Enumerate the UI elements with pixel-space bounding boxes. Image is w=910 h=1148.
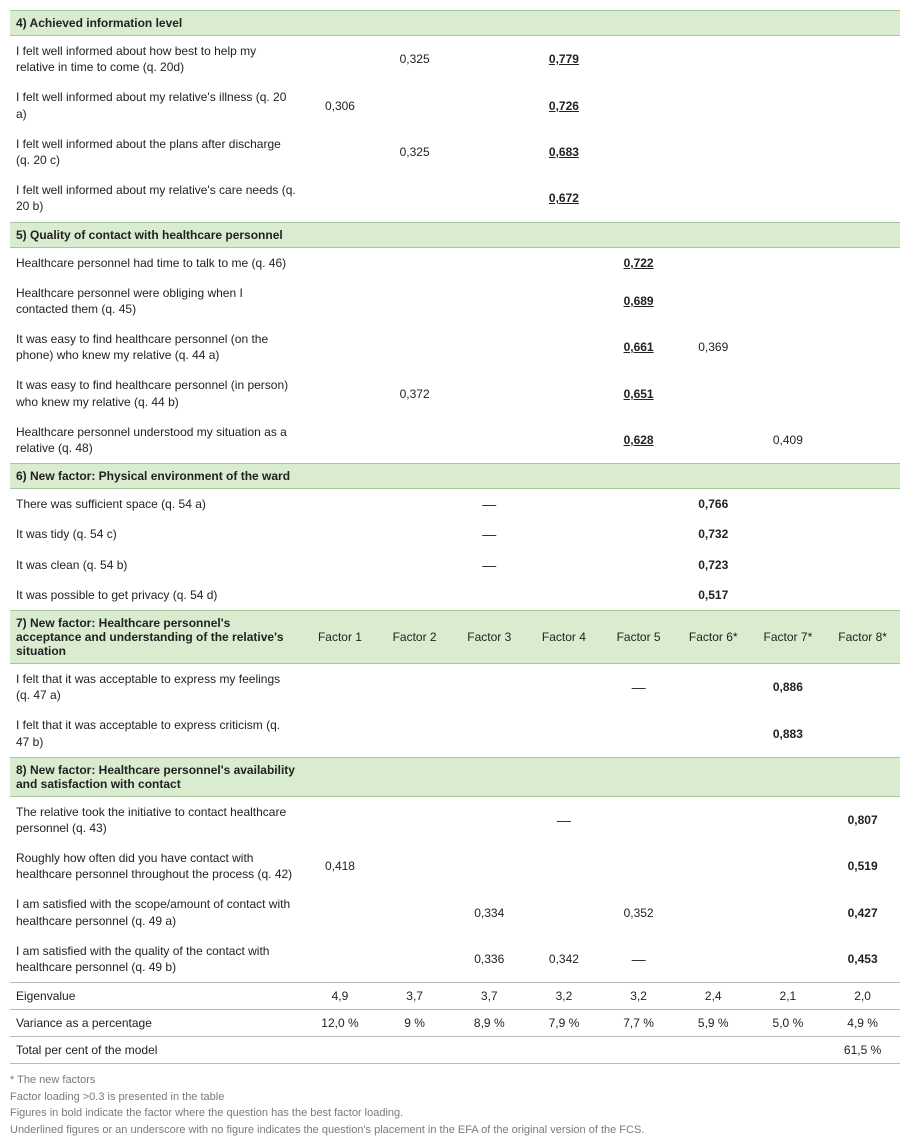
table-row: It was easy to find healthcare personnel…: [10, 370, 900, 416]
table-row: Roughly how often did you have contact w…: [10, 843, 900, 889]
eigenvalue-row: Eigenvalue4,93,73,73,23,22,42,12,0: [10, 983, 900, 1010]
table-row: It was tidy (q. 54 c)—0,732: [10, 519, 900, 549]
section-title: 7) New factor: Healthcare personnel's ac…: [10, 610, 303, 663]
footnote-line: Factor loading >0.3 is presented in the …: [10, 1089, 900, 1106]
table-row: Healthcare personnel had time to talk to…: [10, 247, 900, 278]
table-row: It was clean (q. 54 b)—0,723: [10, 550, 900, 580]
table-row: I am satisfied with the quality of the c…: [10, 936, 900, 983]
factor-header: Factor 6*: [676, 610, 751, 663]
variance-row: Variance as a percentage12,0 %9 %8,9 %7,…: [10, 1010, 900, 1037]
table-row: The relative took the initiative to cont…: [10, 796, 900, 843]
row-label: I felt well informed about the plans aft…: [10, 129, 303, 175]
row-label: It was tidy (q. 54 c): [10, 519, 303, 549]
row-label: Healthcare personnel were obliging when …: [10, 278, 303, 324]
row-label: The relative took the initiative to cont…: [10, 796, 303, 843]
row-label: Healthcare personnel understood my situa…: [10, 417, 303, 464]
row-label: I felt well informed about my relative's…: [10, 82, 303, 128]
factor-header: Factor 7*: [751, 610, 826, 663]
row-label: I am satisfied with the quality of the c…: [10, 936, 303, 983]
table-row: I felt that it was acceptable to express…: [10, 710, 900, 757]
table-row: It was easy to find healthcare personnel…: [10, 324, 900, 370]
factor-header: Factor 3: [452, 610, 527, 663]
table-row: I am satisfied with the scope/amount of …: [10, 889, 900, 935]
footnote-line: Underlined figures or an underscore with…: [10, 1122, 900, 1139]
row-label: Healthcare personnel had time to talk to…: [10, 247, 303, 278]
section-title: 4) Achieved information level: [10, 11, 303, 36]
row-label: It was possible to get privacy (q. 54 d): [10, 580, 303, 611]
section-title: 5) Quality of contact with healthcare pe…: [10, 222, 303, 247]
row-label: I felt that it was acceptable to express…: [10, 710, 303, 757]
table-row: I felt well informed about the plans aft…: [10, 129, 900, 175]
factor-header: Factor 4: [527, 610, 602, 663]
footnote-line: * The new factors: [10, 1072, 900, 1089]
row-label: It was clean (q. 54 b): [10, 550, 303, 580]
factor-header: Factor 5: [601, 610, 676, 663]
section-title: 6) New factor: Physical environment of t…: [10, 464, 303, 489]
row-label: I felt that it was acceptable to express…: [10, 663, 303, 710]
row-label: It was easy to find healthcare personnel…: [10, 370, 303, 416]
row-label: I felt well informed about how best to h…: [10, 36, 303, 83]
table-row: There was sufficient space (q. 54 a)—0,7…: [10, 489, 900, 520]
factor-header: Factor 8*: [825, 610, 900, 663]
row-label: Roughly how often did you have contact w…: [10, 843, 303, 889]
total-row: Total per cent of the model61,5 %: [10, 1037, 900, 1064]
section-title: 8) New factor: Healthcare personnel's av…: [10, 757, 303, 796]
footnote-line: Figures in bold indicate the factor wher…: [10, 1105, 900, 1122]
table-row: I felt well informed about my relative's…: [10, 175, 900, 222]
table-row: I felt well informed about my relative's…: [10, 82, 900, 128]
row-label: It was easy to find healthcare personnel…: [10, 324, 303, 370]
table-row: I felt that it was acceptable to express…: [10, 663, 900, 710]
footnotes: * The new factorsFactor loading >0.3 is …: [10, 1072, 900, 1138]
factor-table: 4) Achieved information levelI felt well…: [10, 10, 900, 1064]
factor-header: Factor 2: [377, 610, 452, 663]
table-row: Healthcare personnel understood my situa…: [10, 417, 900, 464]
table-row: Healthcare personnel were obliging when …: [10, 278, 900, 324]
row-label: There was sufficient space (q. 54 a): [10, 489, 303, 520]
row-label: I am satisfied with the scope/amount of …: [10, 889, 303, 935]
table-row: It was possible to get privacy (q. 54 d)…: [10, 580, 900, 611]
factor-header: Factor 1: [303, 610, 378, 663]
row-label: I felt well informed about my relative's…: [10, 175, 303, 222]
table-row: I felt well informed about how best to h…: [10, 36, 900, 83]
